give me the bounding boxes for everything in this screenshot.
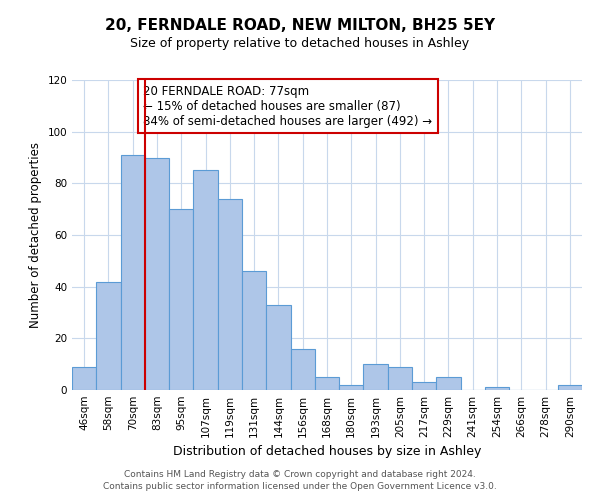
Bar (412, 382, 436, 390)
Bar (485, 388, 509, 390)
Bar (558, 385, 582, 390)
Bar (145, 158, 169, 390)
Text: Contains public sector information licensed under the Open Government Licence v3: Contains public sector information licen… (103, 482, 497, 491)
Bar (72, 367, 96, 390)
Bar (388, 367, 412, 390)
Text: Contains HM Land Registry data © Crown copyright and database right 2024.: Contains HM Land Registry data © Crown c… (124, 470, 476, 479)
Bar (339, 385, 364, 390)
Bar (242, 271, 266, 390)
Bar (193, 170, 218, 390)
Bar (96, 282, 121, 390)
Text: Size of property relative to detached houses in Ashley: Size of property relative to detached ho… (130, 38, 470, 51)
Bar (218, 199, 242, 390)
Bar (436, 377, 461, 390)
Bar (290, 348, 315, 390)
Y-axis label: Number of detached properties: Number of detached properties (29, 142, 42, 328)
X-axis label: Distribution of detached houses by size in Ashley: Distribution of detached houses by size … (173, 446, 481, 458)
Bar (121, 155, 145, 390)
Bar (315, 377, 339, 390)
Bar (266, 304, 290, 390)
Bar (364, 364, 388, 390)
Text: 20 FERNDALE ROAD: 77sqm
← 15% of detached houses are smaller (87)
84% of semi-de: 20 FERNDALE ROAD: 77sqm ← 15% of detache… (143, 84, 433, 128)
Bar (169, 209, 193, 390)
Text: 20, FERNDALE ROAD, NEW MILTON, BH25 5EY: 20, FERNDALE ROAD, NEW MILTON, BH25 5EY (105, 18, 495, 32)
